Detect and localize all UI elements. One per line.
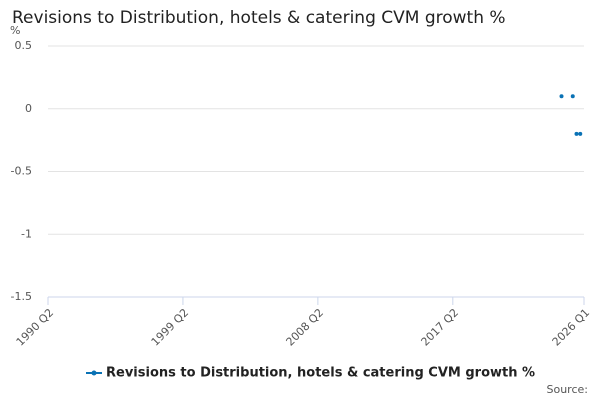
y-tick-label: -1.5 (11, 290, 32, 303)
point (574, 131, 579, 136)
legend-marker (91, 370, 97, 376)
legend-label: Revisions to Distribution, hotels & cate… (106, 366, 535, 381)
point (578, 131, 583, 136)
source: Source: (547, 383, 589, 396)
x-tick-label: 1990 Q2 (14, 306, 57, 349)
chart-title: Revisions to Distribution, hotels & cate… (12, 8, 506, 28)
point (559, 94, 564, 99)
y-axis-label: % (10, 24, 20, 37)
x-tick-label: 1999 Q2 (149, 306, 192, 349)
y-tick-label: -1 (21, 227, 32, 240)
x-tick-label: 2008 Q2 (284, 306, 327, 349)
y-tick-label: 0 (25, 102, 32, 115)
y-tick-label: -0.5 (11, 165, 32, 178)
x-tick-label: 2017 Q2 (419, 306, 462, 349)
x-tick-label: 2026 Q1 (550, 306, 593, 349)
y-tick-label: 0.5 (15, 39, 33, 52)
point (570, 94, 575, 99)
